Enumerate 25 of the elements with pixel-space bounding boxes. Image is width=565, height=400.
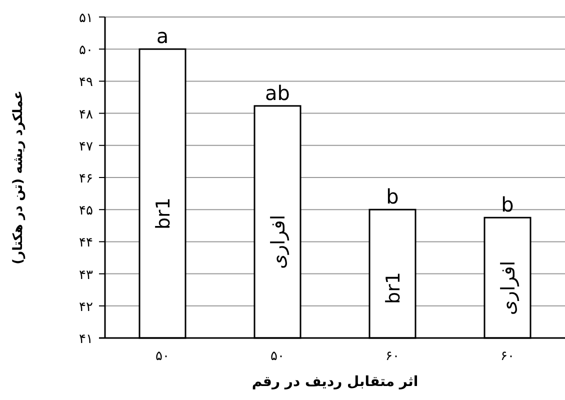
y-tick-label: ۴۶ — [79, 172, 93, 186]
y-tick-label: ۴۲ — [79, 300, 94, 315]
y-tick-label: ۴۸ — [79, 107, 94, 122]
annotation: a — [156, 24, 169, 48]
x-tick-label: ۵۰ — [156, 349, 170, 364]
annotation: افراری — [268, 214, 290, 270]
y-axis-title: عملکرد ریشه (تن در هکتار) — [11, 90, 26, 264]
annotation: br1 — [152, 198, 174, 230]
annotation: br1 — [382, 272, 404, 304]
x-tick-label: ۶۰ — [500, 349, 514, 364]
y-tick-label: ۵۱ — [79, 11, 93, 26]
annotation: b — [386, 184, 399, 209]
x-axis-title: اثر متقابل ردیف در رقم — [252, 374, 418, 390]
x-tick-label: ۶۰ — [386, 349, 400, 364]
y-tick-label: ۴۹ — [79, 75, 94, 90]
y-tick-label: ۵۰ — [79, 43, 93, 58]
x-tick-label: ۵۰ — [270, 349, 284, 364]
y-tick-label: ۴۳ — [79, 268, 94, 283]
annotation: افراری — [498, 260, 520, 316]
annotation: ab — [265, 80, 290, 105]
y-tick-label: ۴۵ — [79, 204, 94, 219]
y-tick-label: ۴۱ — [79, 332, 93, 347]
y-tick-label: ۴۴ — [79, 236, 94, 251]
annotation: b — [501, 192, 514, 217]
y-tick-label: ۴۷ — [79, 139, 94, 154]
